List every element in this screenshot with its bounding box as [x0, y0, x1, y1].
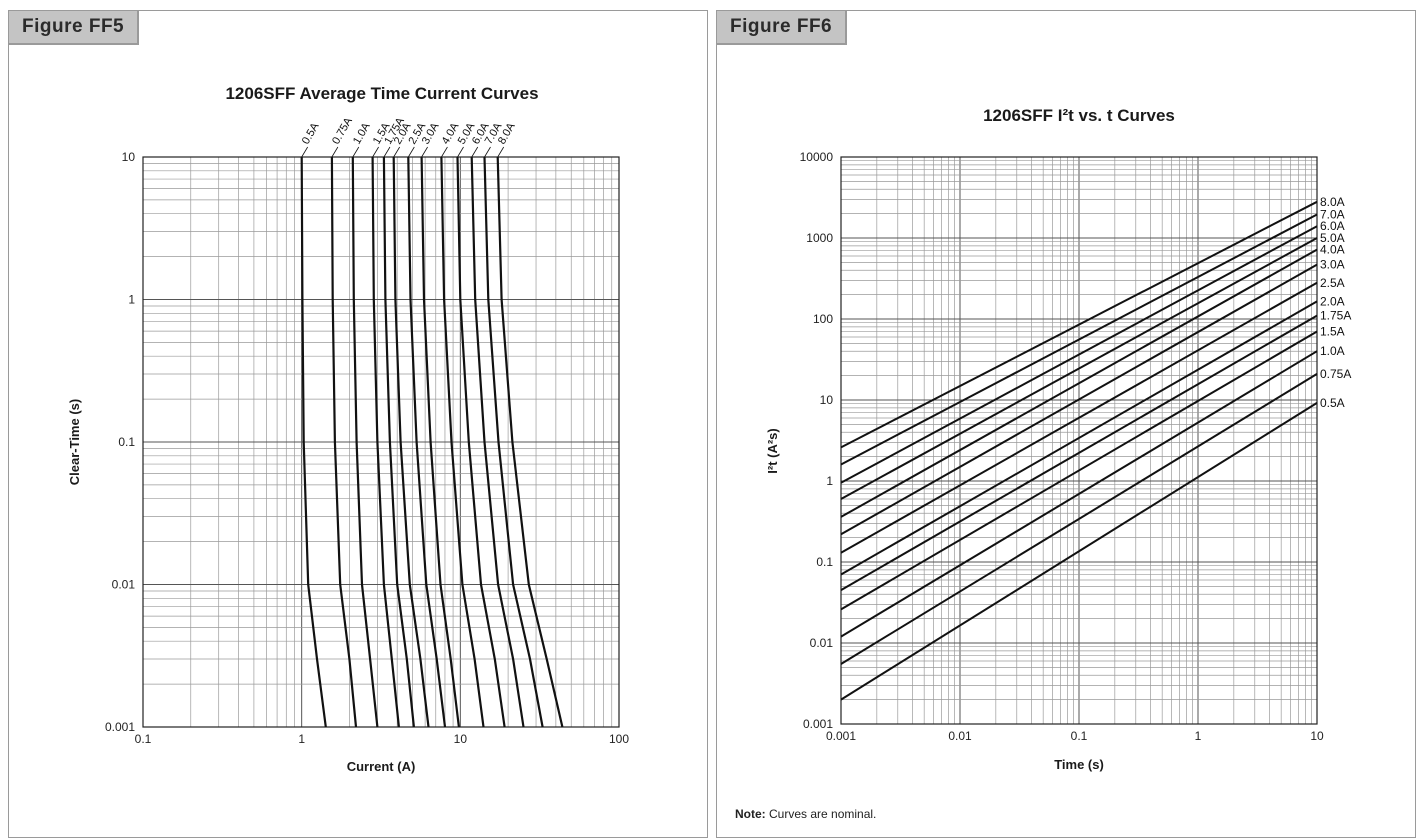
series-line — [840, 373, 1318, 665]
plot-frame — [142, 156, 620, 728]
y-axis-label: Clear-Time (s) — [67, 399, 82, 485]
footnote: Note: Curves are nominal. — [735, 807, 876, 821]
series-line — [840, 314, 1318, 591]
time-current-chart: 1206SFF Average Time Current Curves 0.1 1 1… — [67, 84, 629, 774]
series-line — [840, 263, 1318, 536]
series-label: 0.5A — [300, 120, 322, 146]
series-label: 1.0A — [351, 120, 373, 146]
series-label: 6.0A — [1320, 219, 1345, 233]
x-tick-label: 0.01 — [948, 729, 972, 743]
series-line — [840, 402, 1318, 701]
series-label-leader — [331, 146, 339, 158]
figure-ff6-panel: Figure FF6 1206SFF I²t vs. t Curves 0.001… — [716, 10, 1416, 838]
series-label: 2.0A — [1320, 294, 1345, 308]
series-label-leader — [372, 146, 379, 158]
y-tick-label: 1000 — [806, 231, 833, 245]
x-tick-label: 10 — [454, 732, 468, 746]
y-tick-label: 0.1 — [816, 555, 833, 569]
y-tick-label: 1 — [826, 474, 833, 488]
y-tick-label: 0.1 — [118, 435, 135, 449]
series-line — [496, 156, 564, 728]
x-tick-label: 10 — [1310, 729, 1324, 743]
y-tick-label: 0.01 — [112, 578, 136, 592]
x-tick-label: 0.1 — [135, 732, 152, 746]
series-line — [371, 156, 400, 728]
series-line — [470, 156, 525, 728]
series-label-leader — [441, 146, 448, 158]
chart-title: 1206SFF I²t vs. t Curves — [983, 106, 1175, 125]
series-label-leader — [393, 146, 401, 158]
series-line — [840, 300, 1318, 576]
series-label-leader — [457, 146, 464, 158]
x-tick-label: 100 — [609, 732, 629, 746]
y-axis-label: I²t (A²s) — [765, 428, 780, 474]
series-line — [382, 156, 415, 728]
series-line — [330, 156, 358, 728]
series-label-leader — [471, 146, 479, 158]
note-label: Note: — [735, 807, 766, 821]
series-label: 8.0A — [1320, 195, 1345, 209]
figure-ff5-label: Figure FF5 — [8, 10, 140, 45]
x-axis-label: Current (A) — [347, 759, 416, 774]
series-label-leader — [383, 146, 391, 158]
figure-ff6-label: Figure FF6 — [716, 10, 848, 45]
series-line — [420, 156, 460, 728]
x-tick-label: 1 — [298, 732, 305, 746]
series-line — [456, 156, 506, 728]
series-line — [440, 156, 485, 728]
series-line — [483, 156, 544, 728]
series-line — [840, 237, 1318, 500]
series-label: 0.5A — [1320, 396, 1345, 410]
series-line — [840, 225, 1318, 484]
series-label-leader — [407, 146, 415, 158]
x-axis-label: Time (s) — [1054, 757, 1104, 772]
series-label-leader — [484, 146, 491, 158]
y-tick-label: 10 — [820, 393, 834, 407]
y-tick-label: 10 — [122, 150, 136, 164]
note-text: Curves are nominal. — [769, 807, 877, 821]
y-tick-label: 1 — [128, 293, 135, 307]
y-tick-label: 0.001 — [105, 720, 135, 734]
series-label: 1.5A — [1320, 325, 1345, 339]
y-tick-label: 0.01 — [810, 636, 834, 650]
series-label: 0.75A — [1320, 367, 1351, 381]
y-tick-label: 100 — [813, 312, 833, 326]
series-line — [840, 330, 1318, 611]
series-line — [840, 213, 1318, 466]
series-label: 5.0A — [1320, 231, 1345, 245]
series-line — [351, 156, 379, 728]
series-line — [300, 156, 327, 728]
series-line — [840, 281, 1318, 554]
series-line — [392, 156, 430, 728]
series-label: 3.0A — [1320, 258, 1345, 272]
series-label-leader — [421, 146, 428, 158]
y-tick-label: 10000 — [800, 150, 834, 164]
x-tick-label: 0.1 — [1071, 729, 1088, 743]
series-label: 1.75A — [1320, 309, 1351, 323]
x-tick-label: 0.001 — [826, 729, 856, 743]
series-label: 1.0A — [1320, 344, 1345, 358]
series-label-leader — [497, 146, 505, 158]
plot-frame — [840, 156, 1318, 725]
series-label-leader — [352, 146, 360, 158]
chart-title: 1206SFF Average Time Current Curves — [225, 84, 538, 103]
figure-ff5-panel: Figure FF5 1206SFF Average Time Current … — [8, 10, 708, 838]
series-line — [840, 248, 1318, 518]
x-tick-label: 1 — [1195, 729, 1202, 743]
series-label: 7.0A — [1320, 208, 1345, 222]
series-label-leader — [301, 146, 309, 158]
series-line — [840, 350, 1318, 638]
y-tick-label: 0.001 — [803, 717, 833, 731]
series-line — [407, 156, 447, 728]
series-line — [840, 200, 1318, 449]
series-label: 2.5A — [1320, 276, 1345, 290]
series-label: 4.0A — [1320, 243, 1345, 257]
